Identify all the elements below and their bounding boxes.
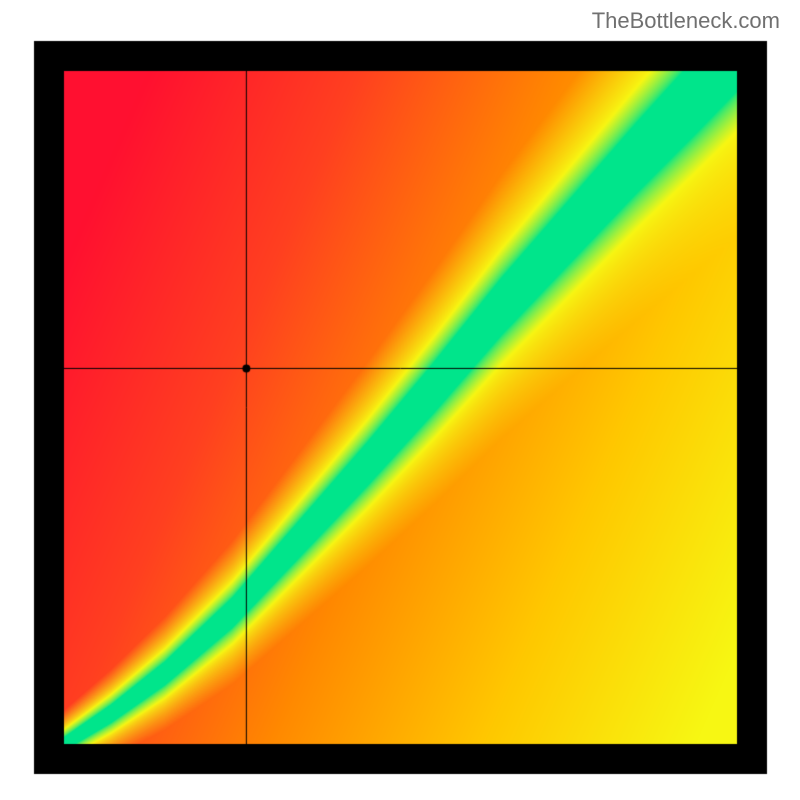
chart-container: TheBottleneck.com: [0, 0, 800, 800]
watermark-text: TheBottleneck.com: [592, 8, 780, 34]
bottleneck-heatmap: [0, 0, 800, 800]
